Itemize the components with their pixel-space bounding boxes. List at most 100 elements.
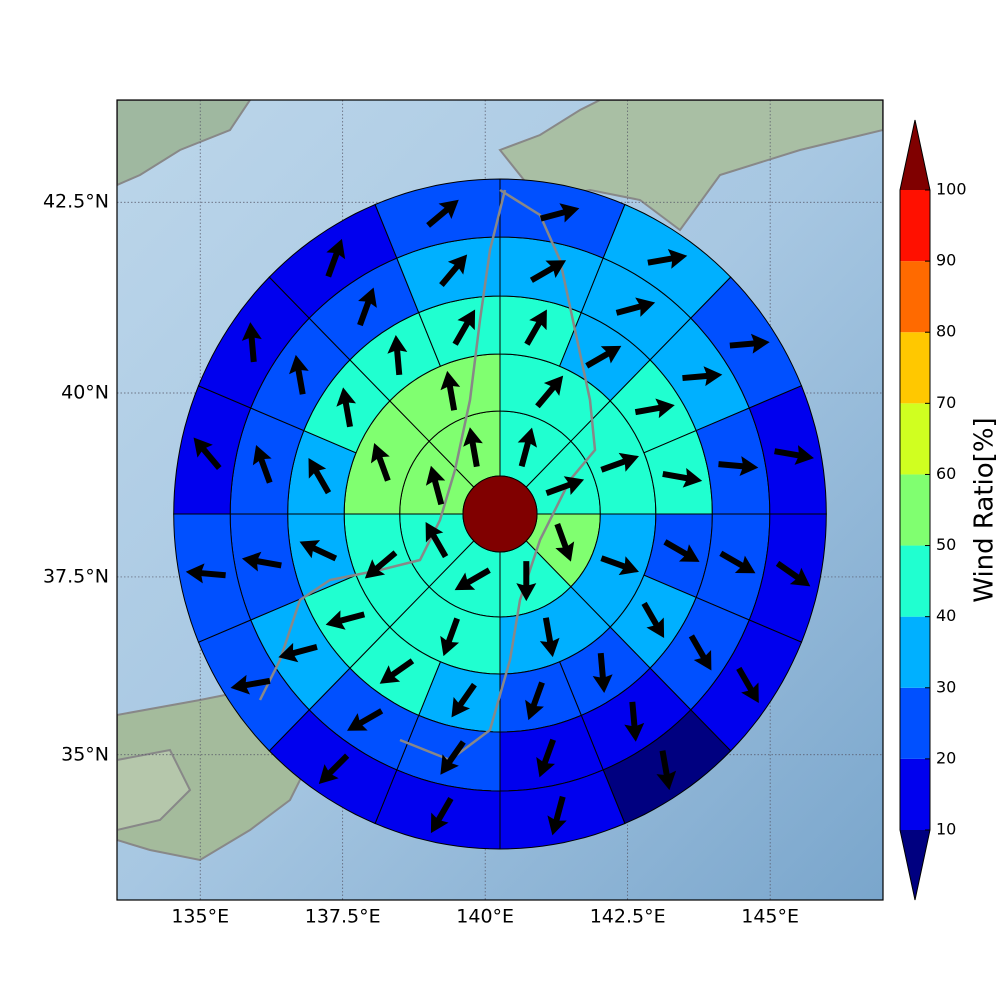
map [117,100,883,900]
wind-arrow [379,658,415,684]
wind-arrow [278,642,318,663]
wind-arrow [663,539,700,562]
wind-arrow [554,523,575,562]
colorbar-label: Wind Ratio[%] [970,417,1000,602]
wind-arrow [318,753,350,784]
y-tick-label: 40°N [61,381,109,403]
colorbar-tick-label: 50 [936,535,956,554]
x-tick-label: 140°E [456,906,514,928]
wind-arrow [325,610,366,630]
wind-arrow [454,567,491,591]
wind-arrow [729,333,770,354]
wind-arrow [347,708,384,731]
wind-arrow [641,601,665,639]
wind-arrow [336,387,357,428]
wind-arrow [524,309,547,346]
wind-arrow [774,445,814,465]
colorbar-tick-label: 20 [936,748,956,767]
wind-arrow [425,521,449,559]
wind-arrow [615,297,656,317]
wind-arrow [357,287,377,327]
colorbar-segment [900,261,930,333]
wind-arrow [516,561,537,602]
wind-arrow [585,345,622,369]
colorbar-tick-label: 10 [936,820,956,839]
colorbar-segment [900,545,930,617]
colorbar-under [900,830,930,900]
wind-arrow [682,366,723,387]
land [498,100,883,232]
colorbar-tick-label: 100 [936,180,967,199]
wind-arrow [430,797,454,834]
wind-arrow [529,260,567,283]
wind-arrow [299,540,338,562]
wind-arrow [539,203,580,223]
wind-arrow [535,375,564,409]
colorbar-tick-label: 80 [936,322,956,341]
wind-arrow [463,427,483,468]
wind-arrow [688,634,712,671]
wind-arrow [440,370,461,411]
wind-arrow [452,309,476,346]
wind-arrow [252,445,273,484]
x-tick-label: 135°E [171,906,229,928]
wind-arrow [775,560,811,587]
wind-arrow [600,555,639,576]
colorbar-segment [900,616,930,688]
y-tick-label: 37.5°N [43,565,109,587]
colorbar: 10 20 30 40 50 60 70 80 90 100 [899,119,967,901]
y-tick-label: 35°N [61,743,109,765]
wind-arrow [545,476,585,496]
wind-arrow [439,254,468,288]
wind-arrow [440,740,466,775]
wind-arrow [425,465,446,506]
wind-arrow [647,249,688,269]
wind-arrow [525,681,545,721]
colorbar-over [900,120,930,190]
wind-arrow [624,701,645,742]
x-tick-label: 142.5°E [590,906,666,928]
land [117,100,252,187]
wind-arrow [387,334,408,376]
wind-arrow [308,458,332,495]
wind-arrow [370,443,391,482]
wind-arrow [230,674,271,695]
wind-arrow [241,322,262,363]
wind-arrow [656,750,677,791]
wind-arrow [451,682,477,718]
wind-arrow [718,456,759,477]
wind-arrow [289,354,309,395]
wind-arrow [547,795,567,836]
axes: 135°E 137.5°E 140°E 142.5°E 145°E 35°N 37.5°N 4… [43,191,799,928]
colorbar-segment [900,687,930,759]
arrows [185,199,814,836]
wind-arrow [736,666,759,704]
plot-frame [116,99,884,901]
wind-arrow [364,550,398,579]
wind-arrow [241,551,282,572]
x-tick-label: 145°E [741,906,799,928]
colorbar-tick-label: 60 [936,464,956,483]
center-disc [462,475,538,553]
wind-arrow [662,467,703,488]
colorbar-segment [900,190,930,262]
wind-arrow [517,427,537,468]
colorbar-segment [900,403,930,475]
wind-arrow [592,652,613,694]
wind-arrow [634,398,675,419]
colorbar-segment [900,758,930,830]
wind-arrow [185,563,226,584]
colorbar-segment [900,332,930,404]
wind-arrow [325,238,346,278]
colorbar-segment [900,474,930,546]
wind-arrow [193,437,222,471]
wind-arrow [426,199,459,228]
wind-arrow [600,452,639,473]
colorbar-tick-label: 90 [936,251,956,270]
y-tick-label: 42.5°N [43,191,109,213]
polar-grid [173,178,827,850]
wind-arrow [719,550,756,574]
wind-arrow [440,617,460,657]
colorbar-tick-label: 70 [936,393,956,412]
